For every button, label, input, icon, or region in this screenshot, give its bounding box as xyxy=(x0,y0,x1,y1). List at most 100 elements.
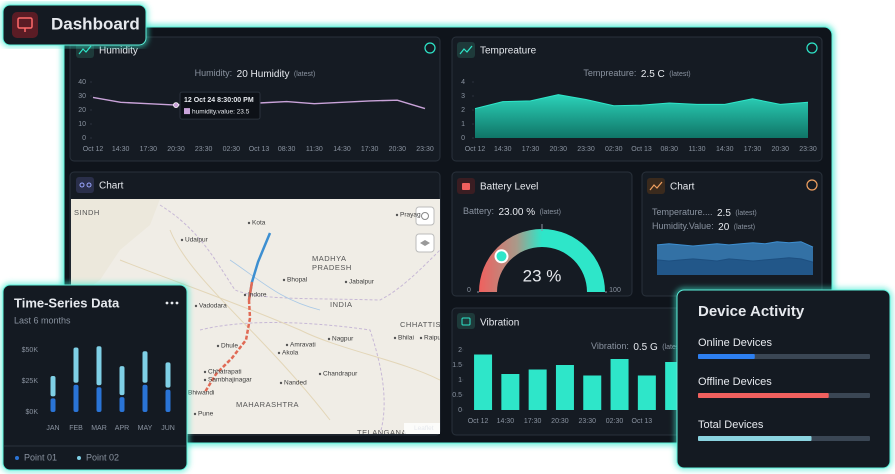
legend-swatch xyxy=(77,456,81,460)
y-tick-label: 40 xyxy=(78,79,86,86)
map-label: SINDH xyxy=(74,208,100,217)
x-tick-label: Oct 12 xyxy=(468,418,489,425)
card-subtitle: Last 6 months xyxy=(14,315,71,325)
y-tick-label: 0 xyxy=(82,135,86,142)
bar-segment xyxy=(119,397,125,412)
city-dot xyxy=(194,304,198,308)
map-label: Nagpur xyxy=(332,336,354,343)
y-tick-label: $25K xyxy=(22,378,39,385)
menu-dot[interactable] xyxy=(165,301,169,305)
temperature-card: Tempreature Tempreature: 2.5 C (latest) … xyxy=(451,36,823,162)
card-icon xyxy=(457,313,475,329)
small-area-chart xyxy=(656,241,814,275)
map-label: MADHYA xyxy=(312,254,347,263)
x-tick-label: 20:30 xyxy=(389,146,407,153)
menu-dot[interactable] xyxy=(175,301,179,305)
map-label: TELANGANA xyxy=(357,428,407,437)
map-label: Sambhajinagar xyxy=(208,377,253,384)
state-border xyxy=(159,204,440,301)
temperature-chart: 0 1 2 3 4 Oct 12 14:30 17:30 20:30 23:30 02:30 Oct … xyxy=(461,79,817,153)
summary-note: (latest) xyxy=(540,209,561,216)
bar xyxy=(555,365,574,410)
icon-glyph xyxy=(86,182,92,188)
bar xyxy=(583,375,602,410)
city-dot xyxy=(285,343,289,347)
city-dot xyxy=(180,238,184,242)
map-label: Indore xyxy=(248,292,267,299)
city-dot xyxy=(393,336,397,340)
map-label: Akola xyxy=(282,350,299,357)
bar xyxy=(501,374,520,410)
map-label: Jabalpur xyxy=(349,279,375,286)
icon-glyph xyxy=(459,45,473,55)
legend-swatch xyxy=(15,456,19,460)
humidity-chart: 0 10 20 30 40 Oct 12 14:30 17:30 20:30 23:30 02:30… xyxy=(78,79,434,153)
y-tick-label: 20 xyxy=(78,107,86,114)
bar xyxy=(474,354,493,410)
search-button[interactable] xyxy=(424,42,436,54)
attribution: Leaflet xyxy=(414,425,434,432)
x-tick-label: 17:30 xyxy=(522,146,540,153)
x-tick-label: Oct 13 xyxy=(631,146,652,153)
bar-segment xyxy=(142,384,148,412)
route xyxy=(203,299,252,393)
menu-dot[interactable] xyxy=(170,301,174,305)
bar-segment xyxy=(142,351,148,383)
y-tick-label: 1 xyxy=(461,121,465,128)
map-label: Bhopal xyxy=(287,277,308,284)
device-label: Total Devices xyxy=(698,419,764,431)
search-button[interactable] xyxy=(806,42,818,54)
gauge-tick-label: 0 xyxy=(467,287,471,294)
bar-segment xyxy=(119,366,125,396)
line xyxy=(656,257,814,263)
map-region xyxy=(71,199,160,300)
x-tick-label: 23:30 xyxy=(578,418,596,425)
summary-label: Tempreature: xyxy=(583,68,636,78)
x-tick-label: 20:30 xyxy=(549,146,567,153)
legend-label: Point 02 xyxy=(86,452,119,462)
state-border xyxy=(199,322,385,434)
tooltip-swatch xyxy=(184,108,190,115)
dashboard-badge[interactable]: Dashboard xyxy=(1,3,148,47)
x-tick-label: 14:30 xyxy=(494,146,512,153)
map-label: CHHATTISGARH xyxy=(400,320,465,329)
device-label: Online Devices xyxy=(698,337,772,349)
x-tick-label: APR xyxy=(115,425,129,432)
bar-segment xyxy=(73,384,79,412)
bar-segment xyxy=(50,398,56,412)
bar-segment xyxy=(96,346,102,386)
x-tick-label: 11:30 xyxy=(306,146,323,153)
bar xyxy=(528,369,547,410)
x-tick-label: 23:30 xyxy=(195,146,213,153)
row-value: 2.5 xyxy=(717,208,731,219)
map-label: Pune xyxy=(198,411,214,418)
card-title: Chart xyxy=(670,182,695,193)
bar xyxy=(610,359,629,410)
map-control[interactable] xyxy=(415,206,435,226)
x-tick-label: MAY xyxy=(138,425,153,432)
summary-value: 20 Humidity xyxy=(237,69,290,80)
x-tick-label: 11:30 xyxy=(689,146,706,153)
device-label: Offline Devices xyxy=(698,376,772,388)
summary: Temperature.... 2.5 (latest) xyxy=(652,204,757,221)
city-dot xyxy=(282,278,286,282)
city-dot xyxy=(327,337,331,341)
map-label: Dhule xyxy=(221,343,238,350)
city-dot xyxy=(419,336,423,340)
x-tick-label: 17:30 xyxy=(361,146,379,153)
humidity-card: Humidity Humidity: 20 Humidity (latest) … xyxy=(69,36,441,162)
x-tick-label: MAR xyxy=(91,425,107,432)
city-dot xyxy=(243,293,247,297)
bar-segment xyxy=(165,389,171,412)
y-tick-label: 10 xyxy=(78,121,86,128)
tooltip-label: humidity.value: 23.5 xyxy=(192,108,250,115)
map-label: Kota xyxy=(252,220,266,227)
search-button[interactable] xyxy=(806,179,818,191)
progress-bar xyxy=(698,354,755,359)
y-tick-label: $0K xyxy=(26,409,39,416)
x-tick-label: 20:30 xyxy=(551,418,569,425)
hover-point xyxy=(173,102,179,108)
small-chart-card: Chart Temperature.... 2.5 (latest) Humid… xyxy=(641,171,823,297)
gauge-tick-label: 100 xyxy=(609,287,621,294)
